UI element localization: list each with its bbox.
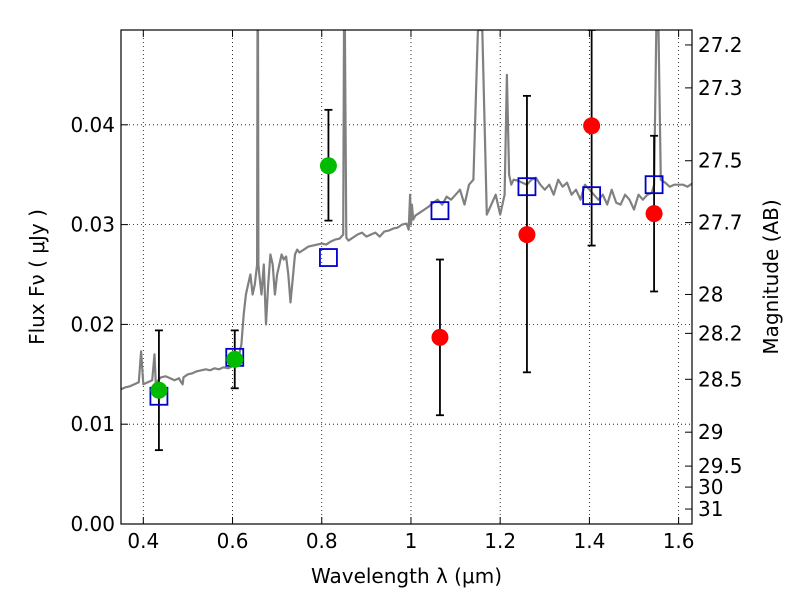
grid (121, 30, 692, 524)
x-tick-label: 0.8 (306, 529, 338, 553)
x-tick-label: 1.2 (484, 529, 516, 553)
y2-tick-label: 28 (698, 282, 723, 306)
y2-tick-label: 27.5 (698, 149, 743, 173)
model-photometry-point (319, 248, 338, 267)
y-tick-label: 0.01 (70, 412, 115, 436)
y2-axis-label: Magnitude (AB) (759, 199, 783, 354)
model-photometry-point (517, 177, 537, 197)
model-photometry-point (644, 175, 664, 195)
detection-point (319, 157, 337, 175)
axis-ticks: 0.4 0.6 0.8 1 1.2 1.4 1.6 0.00 0.01 0.02 0.03 0.04 2… (70, 30, 743, 553)
y2-tick-label: 30 (698, 475, 723, 499)
y2-tick-label: 27.7 (698, 211, 743, 235)
x-axis-label: Wavelength λ (μm) (311, 564, 502, 588)
y-tick-label: 0.04 (70, 113, 115, 137)
non-detection-point (645, 205, 663, 223)
y2-tick-label: 27.2 (698, 33, 743, 57)
plot-area (121, 30, 692, 452)
x-tick-label: 1 (405, 529, 418, 553)
y2-tick-label: 27.3 (698, 76, 743, 100)
x-tick-label: 1.6 (663, 529, 695, 553)
y2-tick-label: 29 (698, 420, 723, 444)
x-tick-label: 1.4 (573, 529, 605, 553)
y-tick-label: 0.03 (70, 213, 115, 237)
non-detection-point (518, 226, 536, 244)
non-detection-point (583, 117, 601, 135)
model-photometry-point (430, 201, 450, 221)
y-tick-label: 0.00 (70, 512, 115, 536)
non-detection-point (431, 328, 449, 346)
y2-tick-label: 28.5 (698, 367, 743, 391)
y-tick-label: 0.02 (70, 312, 115, 336)
plot-frame (120, 29, 693, 525)
y2-tick-label: 31 (698, 497, 723, 521)
detection-point (150, 381, 168, 399)
detection-point (226, 350, 244, 368)
x-tick-label: 0.4 (127, 529, 159, 553)
y2-tick-label: 28.2 (698, 321, 743, 345)
y2-tick-label: 29.5 (698, 454, 743, 478)
x-tick-label: 0.6 (217, 529, 249, 553)
model-photometry-point (582, 186, 602, 206)
spectrum-line (121, 30, 692, 391)
y-axis-label: Flux Fν ( μJy ) (25, 209, 49, 345)
